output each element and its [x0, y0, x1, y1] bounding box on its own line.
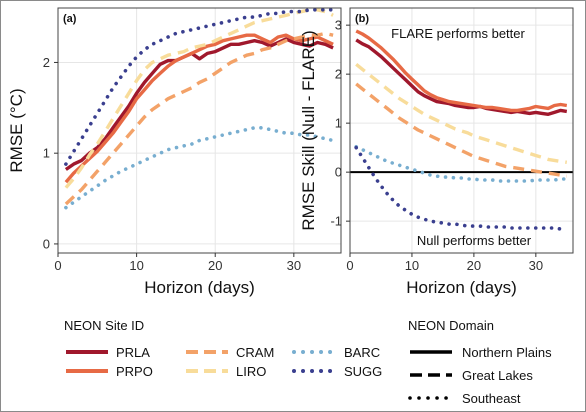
x-tick-label: 10: [405, 258, 419, 273]
y-tick-label: 0: [335, 165, 342, 180]
legend-label-barc: BARC: [344, 345, 380, 360]
annotation-null-better: Null performs better: [417, 233, 532, 248]
y-tick-label: 0: [43, 236, 50, 251]
series-line-sugg: [64, 8, 335, 166]
legend-domain-label: Southeast: [462, 391, 521, 406]
legend-label-sugg: SUGG: [344, 364, 382, 379]
y-tick-label: 3: [335, 18, 342, 33]
x-tick-label: 20: [467, 258, 481, 273]
series-line-cram: [355, 82, 568, 178]
x-axis-label: Horizon (days): [406, 278, 517, 297]
plot-area-b: [350, 8, 573, 253]
legend-label-prpo: PRPO: [116, 364, 153, 379]
legend-label-prla: PRLA: [116, 345, 150, 360]
x-tick-label: 30: [529, 258, 543, 273]
legend-domain-label: Northern Plains: [462, 345, 552, 360]
series-line-sugg: [354, 145, 569, 232]
legend-site-title: NEON Site ID: [64, 318, 144, 333]
plot-border-a: [57, 7, 342, 254]
legend-label-cram: CRAM: [236, 345, 274, 360]
series-line-prpo: [64, 33, 334, 184]
series-line-barc: [354, 144, 569, 183]
panel-label: (a): [63, 13, 77, 25]
y-tick-label: 1: [43, 146, 50, 161]
series-line-liro: [64, 8, 334, 189]
legend-domain-label: Great Lakes: [462, 368, 533, 383]
series-line-liro: [355, 62, 568, 164]
series-line-prla: [64, 37, 334, 171]
series-line-cram: [64, 31, 334, 206]
x-tick-label: 20: [208, 258, 222, 273]
y-tick-label: 2: [335, 67, 342, 82]
y-axis-label: RMSE Skill (Null - FLARE): [299, 30, 318, 230]
x-tick-label: 10: [129, 258, 143, 273]
y-tick-label: 1: [335, 116, 342, 131]
legend-label-liro: LIRO: [236, 364, 266, 379]
legend-sites: PRLA CRAM BARC PRPO LIRO SUGG: [66, 345, 382, 379]
plot-border-b: [349, 7, 574, 254]
x-axis-label: Horizon (days): [144, 278, 255, 297]
y-tick-label: -1: [330, 214, 342, 229]
x-tick-label: 0: [346, 258, 353, 273]
legend-domain-title: NEON Domain: [408, 318, 494, 333]
annotation-flare-better: FLARE performs better: [391, 26, 525, 41]
y-axis-label: RMSE (°C): [7, 88, 26, 172]
series-line-barc: [64, 126, 335, 210]
legend: NEON Site ID NEON Domain PRLA CRAM BARC PRP…: [64, 318, 552, 406]
panel-b: 0 10 20 30 -1 0 1 2 3 Horizon (days) RMSE Skill (N…: [299, 7, 574, 297]
x-tick-label: 0: [54, 258, 61, 273]
panel-label: (b): [355, 13, 369, 25]
series-line-prpo: [355, 29, 568, 113]
legend-domains: Northern Plains Great Lakes Southeast: [408, 345, 552, 406]
series-line-prla: [355, 38, 568, 117]
y-tick-label: 2: [43, 55, 50, 70]
x-tick-label: 30: [287, 258, 301, 273]
